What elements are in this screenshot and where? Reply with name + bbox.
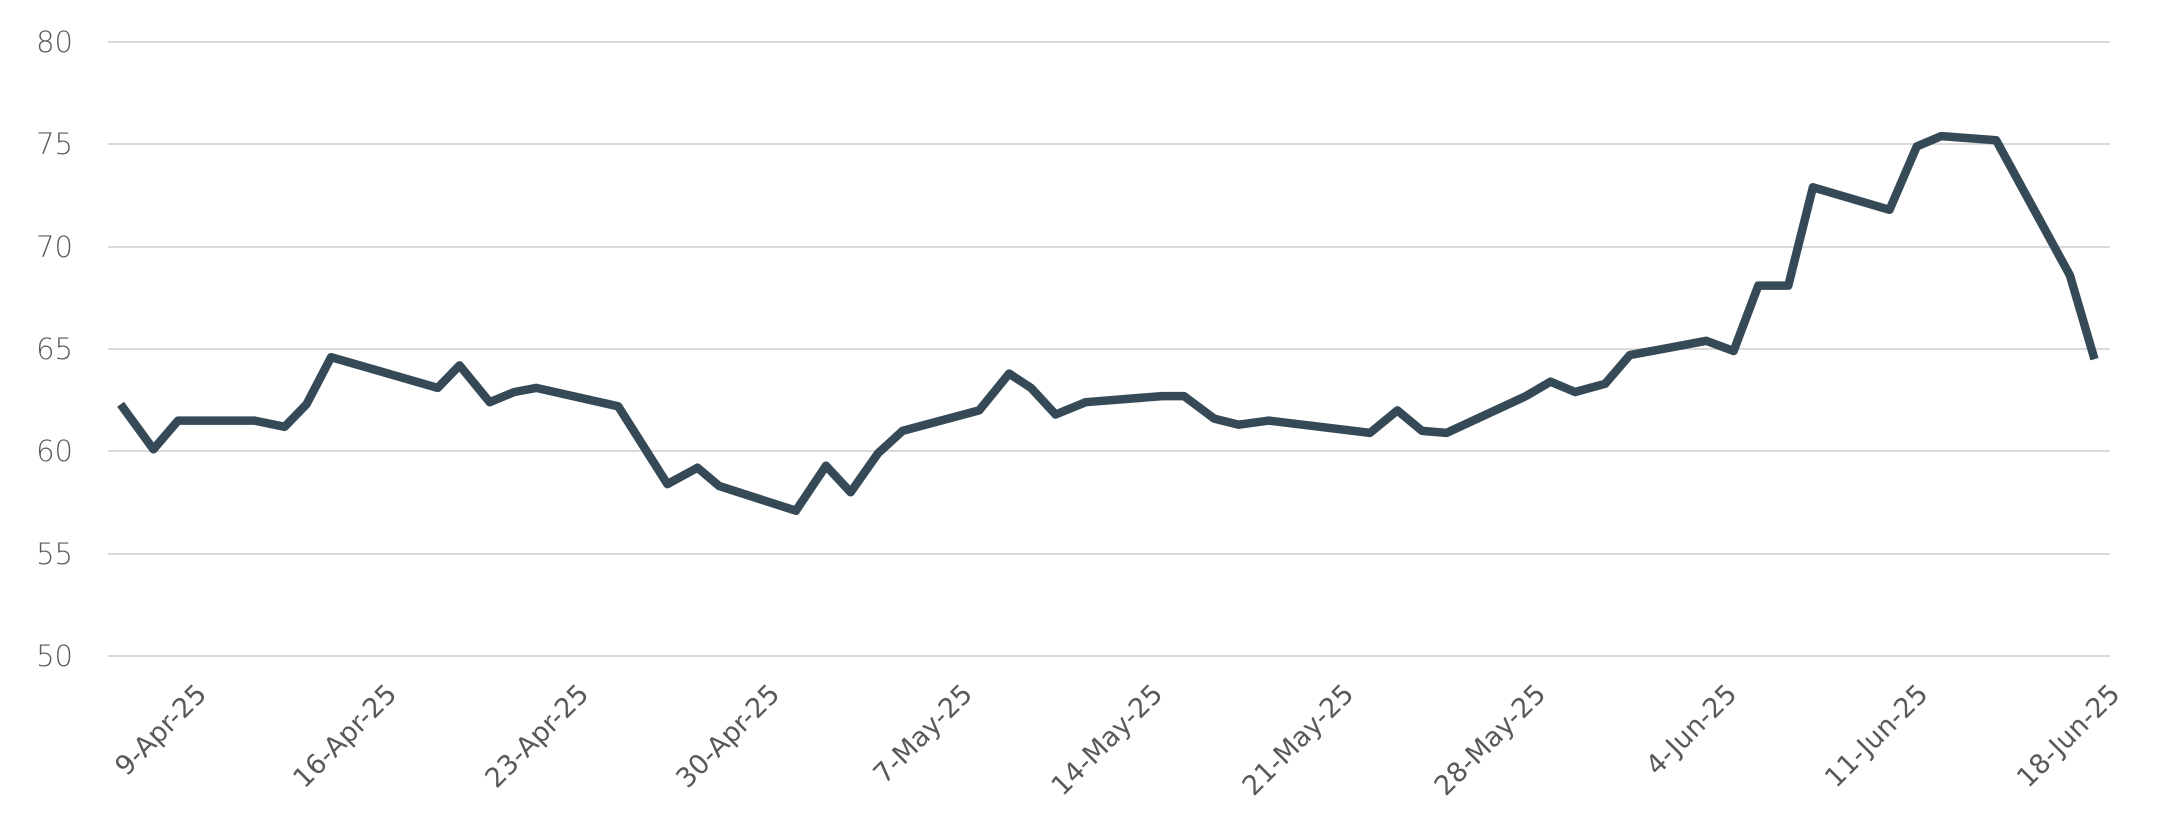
gridline bbox=[108, 41, 2110, 43]
gridline bbox=[108, 143, 2110, 146]
y-tick-label: 60 bbox=[36, 434, 73, 469]
series-line bbox=[117, 131, 2099, 515]
y-tick-label: 65 bbox=[36, 332, 73, 366]
gridline bbox=[108, 348, 2110, 350]
gridline bbox=[108, 245, 2110, 248]
gridline bbox=[108, 655, 2110, 657]
y-tick-label: 75 bbox=[36, 127, 73, 162]
y-tick-label: 80 bbox=[36, 25, 73, 59]
y-tick-label: 55 bbox=[36, 536, 73, 571]
y-tick-label: 70 bbox=[36, 229, 73, 264]
y-tick-label: 50 bbox=[36, 639, 73, 673]
gridline bbox=[108, 552, 2110, 555]
gridline bbox=[108, 450, 2110, 453]
